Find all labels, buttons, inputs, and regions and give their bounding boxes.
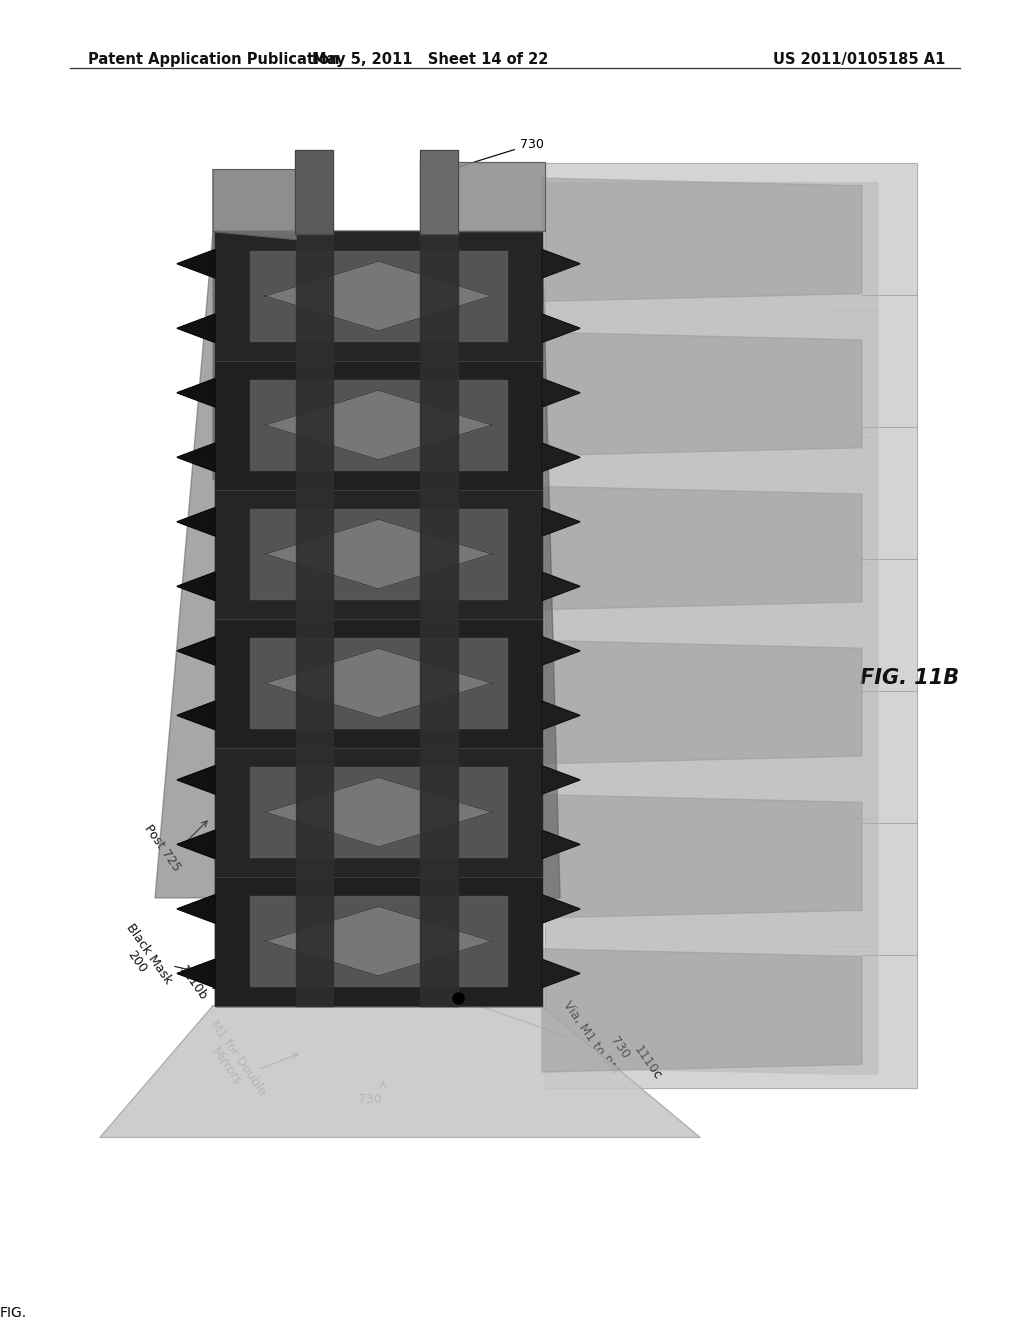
Polygon shape <box>177 572 215 601</box>
Polygon shape <box>215 231 542 360</box>
Text: May 5, 2011   Sheet 14 of 22: May 5, 2011 Sheet 14 of 22 <box>312 51 548 67</box>
Polygon shape <box>213 169 296 239</box>
Polygon shape <box>410 231 542 549</box>
Text: Via, M1 to BM: Via, M1 to BM <box>560 999 620 1077</box>
Text: FIG.: FIG. <box>0 1305 27 1320</box>
Polygon shape <box>545 162 918 1088</box>
Polygon shape <box>215 747 542 876</box>
Polygon shape <box>542 314 580 342</box>
Polygon shape <box>542 640 862 764</box>
Polygon shape <box>265 648 492 718</box>
Polygon shape <box>542 701 580 730</box>
Polygon shape <box>177 701 215 730</box>
Polygon shape <box>380 231 560 898</box>
Polygon shape <box>545 182 878 1074</box>
Polygon shape <box>177 830 215 858</box>
Polygon shape <box>542 486 862 610</box>
Polygon shape <box>177 314 215 342</box>
Polygon shape <box>177 766 215 795</box>
Polygon shape <box>420 149 458 235</box>
Polygon shape <box>265 777 492 847</box>
Polygon shape <box>265 519 492 589</box>
Polygon shape <box>177 444 215 471</box>
Text: 1110c: 1110c <box>632 1043 665 1082</box>
Polygon shape <box>542 572 580 601</box>
Polygon shape <box>542 379 580 407</box>
Polygon shape <box>213 231 430 549</box>
Polygon shape <box>542 508 580 536</box>
Text: US 2011/0105185 A1: US 2011/0105185 A1 <box>773 51 945 67</box>
Polygon shape <box>177 249 215 279</box>
Polygon shape <box>250 510 507 599</box>
Polygon shape <box>250 638 507 729</box>
Polygon shape <box>215 231 542 1006</box>
Polygon shape <box>542 444 580 471</box>
Polygon shape <box>177 379 215 407</box>
Polygon shape <box>250 380 507 470</box>
Text: FIG. 11B: FIG. 11B <box>860 668 959 689</box>
Polygon shape <box>215 619 542 747</box>
Polygon shape <box>177 636 215 665</box>
Polygon shape <box>177 508 215 536</box>
Polygon shape <box>177 895 215 923</box>
Polygon shape <box>215 876 542 1006</box>
Text: 730: 730 <box>358 1093 382 1106</box>
Polygon shape <box>177 960 215 987</box>
Polygon shape <box>542 178 862 301</box>
Text: 730: 730 <box>454 137 544 169</box>
Polygon shape <box>296 231 333 1006</box>
Polygon shape <box>295 149 333 235</box>
Polygon shape <box>215 360 542 490</box>
Polygon shape <box>542 895 580 923</box>
Polygon shape <box>542 249 580 279</box>
Text: Black Mask
200: Black Mask 200 <box>112 921 175 995</box>
Polygon shape <box>250 896 507 986</box>
Text: M1 for Double
Mirrors: M1 for Double Mirrors <box>196 1019 268 1106</box>
Polygon shape <box>542 333 862 455</box>
Polygon shape <box>155 231 420 898</box>
Polygon shape <box>265 261 492 331</box>
Polygon shape <box>250 767 507 857</box>
Polygon shape <box>420 161 545 231</box>
Polygon shape <box>250 251 507 341</box>
Polygon shape <box>542 795 862 917</box>
Text: Post 725: Post 725 <box>141 822 182 874</box>
Polygon shape <box>100 1006 700 1138</box>
Polygon shape <box>215 490 542 619</box>
Text: Patent Application Publication: Patent Application Publication <box>88 51 340 67</box>
Polygon shape <box>542 949 862 1072</box>
Polygon shape <box>542 636 580 665</box>
Polygon shape <box>265 391 492 459</box>
Polygon shape <box>542 766 580 795</box>
Text: 1110b: 1110b <box>176 962 210 1003</box>
Polygon shape <box>420 231 458 1006</box>
Text: 730: 730 <box>608 1034 632 1061</box>
Polygon shape <box>265 907 492 975</box>
Polygon shape <box>542 960 580 987</box>
Polygon shape <box>542 830 580 858</box>
